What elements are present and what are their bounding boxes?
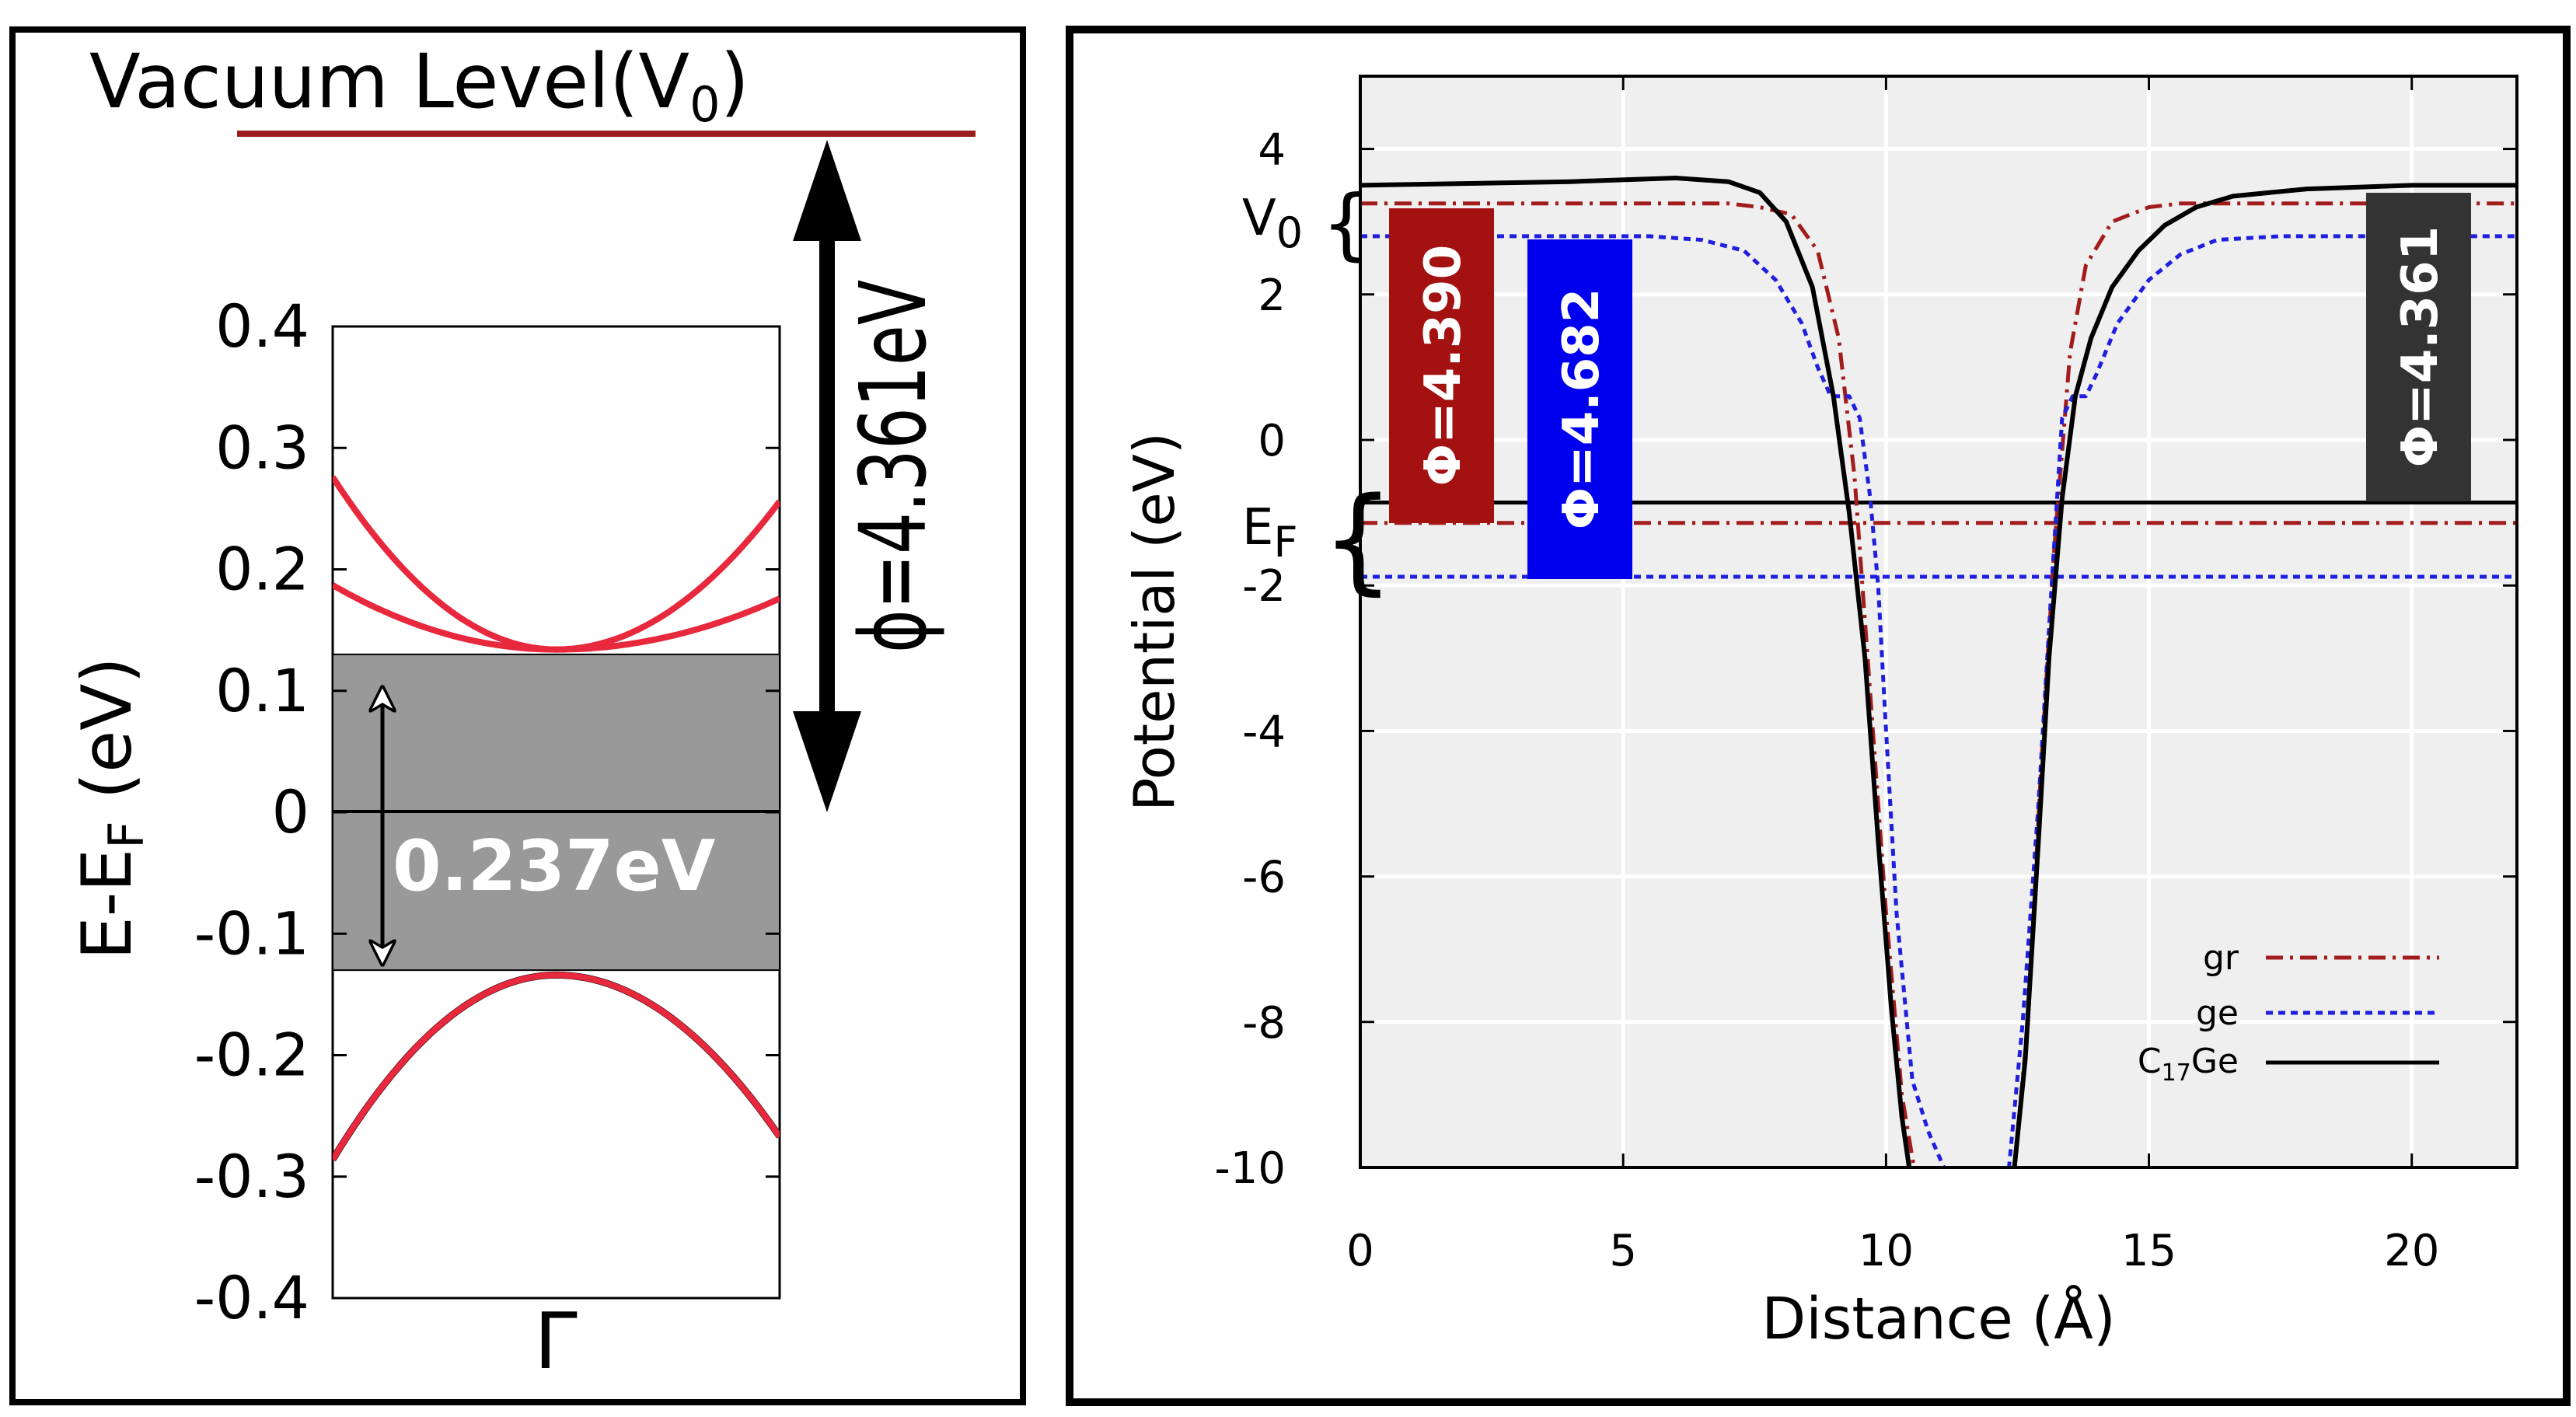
phi-box-ge: Φ=4.682 xyxy=(1527,239,1632,579)
band-y-tick-label: -0.4 xyxy=(194,1263,309,1332)
band-y-axis-label: E-EF (eV) xyxy=(67,657,155,960)
band-curves xyxy=(333,475,780,1162)
x-tick-label: 10 xyxy=(1859,1226,1914,1276)
potential-legend: gr ge C17Ge xyxy=(2138,938,2439,1087)
band-y-tick-label: 0.3 xyxy=(215,413,309,482)
phi-box-gr-label: Φ=4.390 xyxy=(1415,245,1472,486)
y-tick-label: -6 xyxy=(1242,853,1286,903)
v0-brace: { xyxy=(1321,178,1371,269)
ef-brace: { xyxy=(1321,473,1394,606)
x-tick-label: 20 xyxy=(2384,1226,2439,1276)
phi-box-gr: Φ=4.390 xyxy=(1389,208,1494,523)
work-function-label: ϕ=4.361eV xyxy=(839,280,947,653)
potential-plot-border xyxy=(1359,75,2518,1169)
ef-annotation: EF xyxy=(1242,499,1298,567)
phi-box-ge-bg xyxy=(1527,239,1632,579)
legend-c17ge-label: C17Ge xyxy=(2138,1042,2239,1087)
potential-axis-label: Potential (eV) xyxy=(1122,432,1187,811)
legend-ge-label: ge xyxy=(2196,993,2239,1033)
y-tick-label: 2 xyxy=(1258,270,1286,321)
y-tick-label: -10 xyxy=(1215,1143,1286,1194)
band-y-tick-label: 0.4 xyxy=(215,291,309,361)
x-tick-label: 15 xyxy=(2121,1226,2176,1276)
y-tick-label: -8 xyxy=(1242,998,1286,1049)
y-tick-label: -2 xyxy=(1242,561,1286,612)
band-y-tick-label: -0.3 xyxy=(194,1142,309,1211)
gap-value-label: 0.237eV xyxy=(393,825,716,907)
band-panel: Vacuum Level(V0) ϕ=4.361eV -0.4-0.3-0.2-… xyxy=(9,26,1026,1405)
potential-curve-C17Ge xyxy=(1360,176,2517,1167)
band-y-ticks: -0.4 -0.3 -0.2 -0.1 0 0.1 0.2 0.3 0.4 xyxy=(194,291,780,1332)
conduction-band-2-curve xyxy=(333,582,780,653)
phi-box-c17ge: Φ=4.361 xyxy=(2366,193,2471,501)
y-tick-label: 0 xyxy=(1258,416,1286,466)
x-tick-label: 5 xyxy=(1609,1226,1637,1276)
phi-box-c17ge-label: Φ=4.361 xyxy=(2392,226,2449,467)
potential-panel: 0 5 10 15 20 -10 -8 -6 -4 -2 0 2 4 Φ=4.390 Φ=4.682 Φ… xyxy=(1066,26,2571,1406)
potential-panel-frame xyxy=(1066,26,2571,1406)
phi-box-gr-bg xyxy=(1389,208,1494,523)
distance-axis-label: Distance (Å) xyxy=(1761,1284,2115,1352)
phi-box-c17ge-bg xyxy=(2366,193,2471,501)
band-y-tick-label: -0.1 xyxy=(194,899,309,968)
phi-box-ge-label: Φ=4.682 xyxy=(1553,288,1611,529)
x-tick-label: 0 xyxy=(1346,1226,1374,1276)
v0-annotation: V0 xyxy=(1242,190,1303,257)
band-y-tick-label: 0.2 xyxy=(215,535,309,604)
valence-band-curve xyxy=(333,972,780,1161)
potential-axis-ticks: 0 5 10 15 20 -10 -8 -6 -4 -2 0 2 4 xyxy=(1215,76,2517,1276)
band-panel-frame xyxy=(9,26,1026,1405)
band-y-tick-label: 0.1 xyxy=(215,656,309,725)
work-function-arrow xyxy=(793,140,861,812)
vacuum-level-label: Vacuum Level(V0) xyxy=(89,38,749,133)
y-tick-label: 4 xyxy=(1258,125,1286,176)
y-tick-label: -4 xyxy=(1242,707,1286,757)
potential-curves xyxy=(1360,176,2517,1167)
band-y-tick-label: 0 xyxy=(272,777,309,846)
potential-curve-ge xyxy=(1360,234,2517,1167)
legend-gr-label: gr xyxy=(2203,938,2239,978)
band-y-tick-label: -0.2 xyxy=(194,1021,309,1090)
gamma-point-label: Γ xyxy=(534,1296,578,1387)
